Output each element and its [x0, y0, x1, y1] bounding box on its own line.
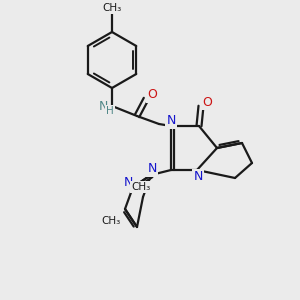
- Text: CH₃: CH₃: [102, 3, 122, 13]
- Text: CH₃: CH₃: [101, 216, 121, 226]
- Text: N: N: [147, 163, 157, 176]
- Text: CH₃: CH₃: [131, 182, 151, 192]
- Text: O: O: [147, 88, 157, 101]
- Text: H: H: [106, 106, 114, 116]
- Text: N: N: [166, 115, 176, 128]
- Text: O: O: [202, 95, 212, 109]
- Text: N: N: [123, 176, 133, 188]
- Text: N: N: [193, 170, 203, 184]
- Text: N: N: [98, 100, 108, 113]
